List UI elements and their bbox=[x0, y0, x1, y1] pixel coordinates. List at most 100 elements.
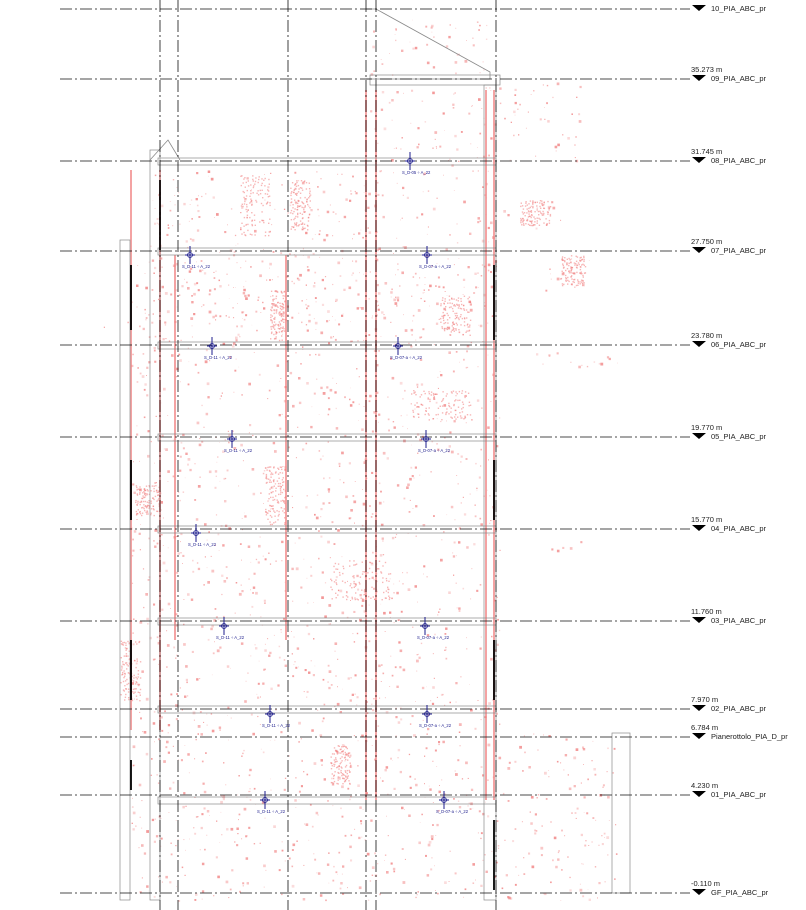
section-tag-label: S_D-11 ÷ A_22 bbox=[257, 809, 286, 814]
point-cloud-speck bbox=[283, 328, 285, 330]
point-cloud-speck bbox=[399, 381, 403, 385]
point-cloud-speck bbox=[580, 541, 583, 544]
point-cloud-speck bbox=[264, 602, 266, 604]
point-cloud-speck bbox=[389, 611, 392, 614]
point-cloud-speck bbox=[331, 782, 333, 784]
level-marker[interactable]: 01_PIA_ABC_pr4.230 m bbox=[60, 781, 767, 799]
point-cloud-speck bbox=[528, 766, 531, 769]
point-cloud-speck bbox=[393, 172, 394, 174]
point-cloud-speck bbox=[425, 25, 428, 28]
section-tag[interactable]: S_D-11 ÷ A_22 bbox=[188, 524, 217, 547]
point-cloud-speck bbox=[280, 629, 282, 631]
point-cloud-speck bbox=[570, 267, 572, 270]
point-cloud-speck bbox=[252, 175, 254, 177]
point-cloud-speck bbox=[284, 664, 287, 667]
point-cloud-speck bbox=[332, 777, 335, 780]
point-cloud-speck bbox=[132, 797, 133, 799]
point-cloud-speck bbox=[165, 338, 167, 340]
point-cloud-speck bbox=[255, 558, 258, 561]
point-cloud-speck bbox=[581, 259, 583, 261]
crosshair-ring-icon bbox=[407, 158, 413, 164]
level-marker[interactable]: 02_PIA_ABC_pr7.970 m bbox=[60, 695, 767, 713]
point-cloud-speck bbox=[269, 204, 271, 207]
point-cloud-speck bbox=[208, 175, 209, 177]
point-cloud-speck bbox=[263, 668, 266, 671]
point-cloud-speck bbox=[417, 127, 420, 130]
point-cloud-speck bbox=[340, 752, 342, 754]
section-tag[interactable]: S_D-07-a ÷ A_22 bbox=[436, 791, 469, 814]
point-cloud-speck bbox=[353, 575, 355, 577]
point-cloud-speck bbox=[437, 407, 440, 409]
point-cloud-speck bbox=[427, 843, 431, 847]
point-cloud-speck bbox=[416, 386, 419, 388]
point-cloud-speck bbox=[176, 187, 178, 188]
section-tag[interactable]: S_D-05 ÷ A_22 bbox=[402, 152, 431, 175]
point-cloud-speck bbox=[164, 324, 167, 326]
point-cloud-speck bbox=[301, 760, 303, 762]
section-tag[interactable]: S_D-11 ÷ A_22 bbox=[262, 705, 291, 728]
section-tag[interactable]: S_D-07-a ÷ A_22 bbox=[390, 337, 423, 360]
point-cloud-speck bbox=[458, 305, 460, 307]
point-cloud-speck bbox=[448, 405, 451, 408]
level-triangle-icon bbox=[692, 525, 706, 531]
point-cloud-speck bbox=[384, 769, 387, 772]
point-cloud-speck bbox=[335, 758, 337, 761]
column-outline bbox=[483, 84, 497, 901]
point-cloud-speck bbox=[446, 312, 448, 315]
section-tag[interactable]: S_D-07-a ÷ A_22 bbox=[417, 617, 450, 640]
point-cloud-speck bbox=[296, 206, 299, 209]
point-cloud-speck bbox=[247, 209, 249, 211]
point-cloud-speck bbox=[137, 673, 139, 675]
point-cloud-speck bbox=[252, 732, 255, 736]
point-cloud-speck bbox=[306, 696, 308, 698]
point-cloud-speck bbox=[453, 93, 455, 95]
point-cloud-speck bbox=[496, 445, 499, 448]
point-cloud-speck bbox=[529, 220, 531, 222]
section-tag[interactable]: S_D-11 ÷ A_22 bbox=[224, 430, 253, 453]
point-cloud-speck bbox=[125, 644, 127, 646]
point-cloud-speck bbox=[488, 154, 490, 157]
level-marker[interactable]: 10_PIA_ABC_pr bbox=[60, 4, 767, 13]
point-cloud-speck bbox=[393, 787, 396, 790]
point-cloud-speck bbox=[433, 396, 435, 398]
point-cloud-speck bbox=[180, 759, 183, 762]
point-cloud-speck bbox=[361, 734, 364, 738]
point-cloud-speck bbox=[333, 780, 336, 783]
point-cloud-speck bbox=[564, 259, 566, 262]
point-cloud-speck bbox=[274, 305, 277, 307]
point-cloud-speck bbox=[326, 386, 329, 389]
level-marker[interactable]: Pianerottolo_PIA_D_pr6.784 m bbox=[60, 723, 788, 741]
point-cloud-speck bbox=[145, 511, 147, 513]
section-tag[interactable]: S_D-11 ÷ A_22 bbox=[204, 337, 233, 360]
point-cloud-speck bbox=[545, 798, 548, 800]
point-cloud-speck bbox=[239, 336, 241, 338]
section-tag[interactable]: S_D-11 ÷ A_22 bbox=[216, 617, 245, 640]
level-marker[interactable]: GF_PIA_ABC_pr-0.110 m bbox=[60, 879, 769, 897]
section-tag[interactable]: S_D-11 ÷ A_22 bbox=[257, 791, 286, 814]
point-cloud-speck bbox=[399, 619, 401, 621]
section-tag[interactable]: S_D-07-a ÷ A_22 bbox=[419, 705, 452, 728]
point-cloud-speck bbox=[293, 191, 295, 194]
point-cloud-speck bbox=[281, 491, 284, 494]
point-cloud-speck bbox=[337, 873, 338, 875]
section-tag[interactable]: S_D-11 ÷ A_22 bbox=[182, 246, 211, 269]
point-cloud-speck bbox=[544, 107, 545, 108]
point-cloud-speck bbox=[562, 134, 564, 136]
point-cloud-speck bbox=[181, 866, 184, 869]
section-tag[interactable]: S_D-07-a ÷ A_22 bbox=[418, 430, 451, 453]
point-cloud-speck bbox=[235, 358, 237, 360]
point-cloud-speck bbox=[297, 184, 300, 187]
crosshair-ring-icon bbox=[267, 711, 273, 717]
point-cloud-speck bbox=[136, 381, 139, 383]
section-tag[interactable]: S_D-07-a ÷ A_22 bbox=[419, 246, 452, 269]
point-cloud-speck bbox=[588, 260, 590, 261]
point-cloud-speck bbox=[225, 566, 228, 568]
point-cloud-speck bbox=[267, 512, 269, 514]
